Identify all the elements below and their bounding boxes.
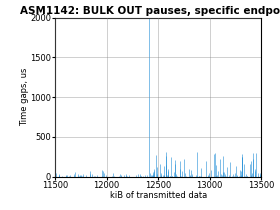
Y-axis label: Time gaps, us: Time gaps, us <box>20 68 29 126</box>
Title: ASM1142: BULK OUT pauses, specific endpoint: ASM1142: BULK OUT pauses, specific endpo… <box>20 5 280 16</box>
X-axis label: kiB of transmitted data: kiB of transmitted data <box>109 191 207 200</box>
